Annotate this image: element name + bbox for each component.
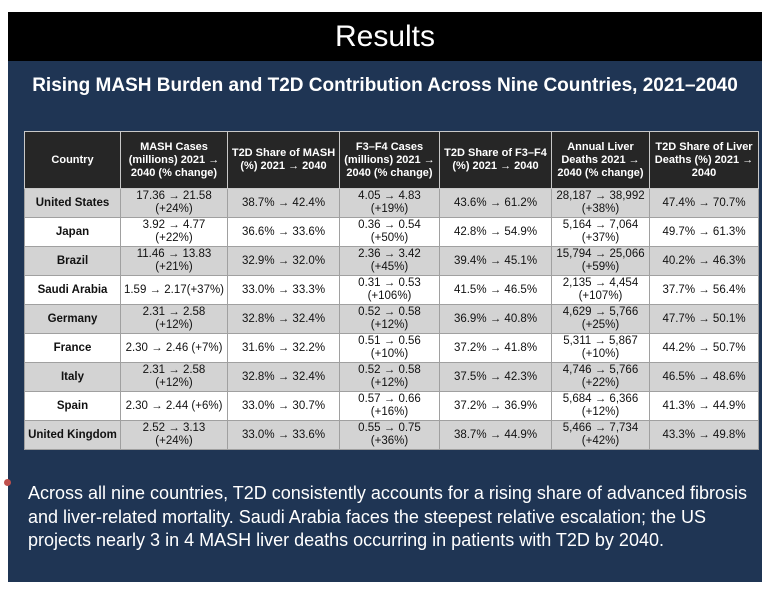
slide: Results Rising MASH Burden and T2D Contr… <box>8 12 762 582</box>
t2d-share-deaths-cell: 47.4% → 70.7% <box>649 188 759 218</box>
liver-deaths-cell: 28,187 → 38,992 (+38%) <box>551 188 650 218</box>
liver-deaths-cell: 4,629 → 5,766 (+25%) <box>551 304 650 334</box>
country-cell: France <box>24 333 121 363</box>
t2d-share-mash-cell: 33.0% → 30.7% <box>227 391 340 421</box>
table-row: Spain 2.30 → 2.44 (+6%) 33.0% → 30.7% 0.… <box>24 391 759 421</box>
summary-text: Across all nine countries, T2D consisten… <box>28 483 748 550</box>
f3-f4-cases-cell: 0.55 → 0.75 (+36%) <box>339 420 440 450</box>
table-row: Saudi Arabia 1.59 → 2.17(+37%) 33.0% → 3… <box>24 275 759 305</box>
mash-cases-cell: 17.36 → 21.58 (+24%) <box>120 188 228 218</box>
country-cell: Brazil <box>24 246 121 276</box>
t2d-share-mash-cell: 33.0% → 33.6% <box>227 420 340 450</box>
country-cell: Italy <box>24 362 121 392</box>
t2d-share-deaths-cell: 40.2% → 46.3% <box>649 246 759 276</box>
f3-f4-cases-cell: 0.52 → 0.58 (+12%) <box>339 362 440 392</box>
country-cell: United States <box>24 188 121 218</box>
liver-deaths-cell: 5,466 → 7,734 (+42%) <box>551 420 650 450</box>
header-liver-deaths: Annual Liver Deaths 2021 → 2040 (% chang… <box>551 131 650 189</box>
t2d-share-f3-f4-cell: 37.2% → 41.8% <box>439 333 552 363</box>
mash-cases-cell: 2.31 → 2.58 (+12%) <box>120 362 228 392</box>
mash-cases-cell: 2.30 → 2.46 (+7%) <box>120 333 228 363</box>
bullet-dot <box>4 479 11 486</box>
t2d-share-deaths-cell: 41.3% → 44.9% <box>649 391 759 421</box>
mash-cases-cell: 2.31 → 2.58 (+12%) <box>120 304 228 334</box>
header-t2d-share-f3-f4: T2D Share of F3–F4 (%) 2021 → 2040 <box>439 131 552 189</box>
header-mash-cases: MASH Cases (millions) 2021 → 2040 (% cha… <box>120 131 228 189</box>
f3-f4-cases-cell: 0.51 → 0.56 (+10%) <box>339 333 440 363</box>
t2d-share-f3-f4-cell: 36.9% → 40.8% <box>439 304 552 334</box>
table-row: Italy 2.31 → 2.58 (+12%) 32.8% → 32.4% 0… <box>24 362 759 392</box>
table-row: Brazil 11.46 → 13.83 (+21%) 32.9% → 32.0… <box>24 246 759 276</box>
results-table: Country MASH Cases (millions) 2021 → 204… <box>24 131 759 450</box>
country-cell: Germany <box>24 304 121 334</box>
f3-f4-cases-cell: 4.05 → 4.83 (+19%) <box>339 188 440 218</box>
slide-title: Results <box>8 12 762 61</box>
mash-cases-cell: 3.92 → 4.77 (+22%) <box>120 217 228 247</box>
f3-f4-cases-cell: 0.57 → 0.66 (+16%) <box>339 391 440 421</box>
t2d-share-f3-f4-cell: 39.4% → 45.1% <box>439 246 552 276</box>
f3-f4-cases-cell: 0.31 → 0.53 (+106%) <box>339 275 440 305</box>
mash-cases-cell: 2.30 → 2.44 (+6%) <box>120 391 228 421</box>
country-cell: Japan <box>24 217 121 247</box>
f3-f4-cases-cell: 2.36 → 3.42 (+45%) <box>339 246 440 276</box>
table-row: France 2.30 → 2.46 (+7%) 31.6% → 32.2% 0… <box>24 333 759 363</box>
t2d-share-mash-cell: 36.6% → 33.6% <box>227 217 340 247</box>
f3-f4-cases-cell: 0.36 → 0.54 (+50%) <box>339 217 440 247</box>
table-row: Germany 2.31 → 2.58 (+12%) 32.8% → 32.4%… <box>24 304 759 334</box>
f3-f4-cases-cell: 0.52 → 0.58 (+12%) <box>339 304 440 334</box>
t2d-share-f3-f4-cell: 41.5% → 46.5% <box>439 275 552 305</box>
t2d-share-f3-f4-cell: 37.2% → 36.9% <box>439 391 552 421</box>
t2d-share-mash-cell: 32.8% → 32.4% <box>227 304 340 334</box>
header-t2d-share-deaths: T2D Share of Liver Deaths (%) 2021 → 204… <box>649 131 759 189</box>
t2d-share-deaths-cell: 46.5% → 48.6% <box>649 362 759 392</box>
mash-cases-cell: 11.46 → 13.83 (+21%) <box>120 246 228 276</box>
liver-deaths-cell: 5,164 → 7,064 (+37%) <box>551 217 650 247</box>
mash-cases-cell: 2.52 → 3.13 (+24%) <box>120 420 228 450</box>
liver-deaths-cell: 5,311 → 5,867 (+10%) <box>551 333 650 363</box>
t2d-share-deaths-cell: 49.7% → 61.3% <box>649 217 759 247</box>
t2d-share-deaths-cell: 47.7% → 50.1% <box>649 304 759 334</box>
table-row: Japan 3.92 → 4.77 (+22%) 36.6% → 33.6% 0… <box>24 217 759 247</box>
liver-deaths-cell: 4,746 → 5,766 (+22%) <box>551 362 650 392</box>
liver-deaths-cell: 2,135 → 4,454 (+107%) <box>551 275 650 305</box>
t2d-share-f3-f4-cell: 42.8% → 54.9% <box>439 217 552 247</box>
t2d-share-mash-cell: 38.7% → 42.4% <box>227 188 340 218</box>
header-country: Country <box>24 131 121 189</box>
liver-deaths-cell: 5,684 → 6,366 (+12%) <box>551 391 650 421</box>
t2d-share-mash-cell: 33.0% → 33.3% <box>227 275 340 305</box>
country-cell: Spain <box>24 391 121 421</box>
t2d-share-deaths-cell: 44.2% → 50.7% <box>649 333 759 363</box>
liver-deaths-cell: 15,794 → 25,066 (+59%) <box>551 246 650 276</box>
t2d-share-mash-cell: 32.9% → 32.0% <box>227 246 340 276</box>
table-row: United Kingdom 2.52 → 3.13 (+24%) 33.0% … <box>24 420 759 450</box>
table-row: United States 17.36 → 21.58 (+24%) 38.7%… <box>24 188 759 218</box>
country-cell: Saudi Arabia <box>24 275 121 305</box>
t2d-share-mash-cell: 32.8% → 32.4% <box>227 362 340 392</box>
mash-cases-cell: 1.59 → 2.17(+37%) <box>120 275 228 305</box>
t2d-share-f3-f4-cell: 37.5% → 42.3% <box>439 362 552 392</box>
country-cell: United Kingdom <box>24 420 121 450</box>
t2d-share-f3-f4-cell: 38.7% → 44.9% <box>439 420 552 450</box>
t2d-share-f3-f4-cell: 43.6% → 61.2% <box>439 188 552 218</box>
t2d-share-mash-cell: 31.6% → 32.2% <box>227 333 340 363</box>
header-f3-f4-cases: F3–F4 Cases (millions) 2021 → 2040 (% ch… <box>339 131 440 189</box>
t2d-share-deaths-cell: 37.7% → 56.4% <box>649 275 759 305</box>
t2d-share-deaths-cell: 43.3% → 49.8% <box>649 420 759 450</box>
header-t2d-share-mash: T2D Share of MASH (%) 2021 → 2040 <box>227 131 340 189</box>
slide-subtitle: Rising MASH Burden and T2D Contribution … <box>32 75 738 96</box>
table-header-row: Country MASH Cases (millions) 2021 → 204… <box>24 131 759 189</box>
